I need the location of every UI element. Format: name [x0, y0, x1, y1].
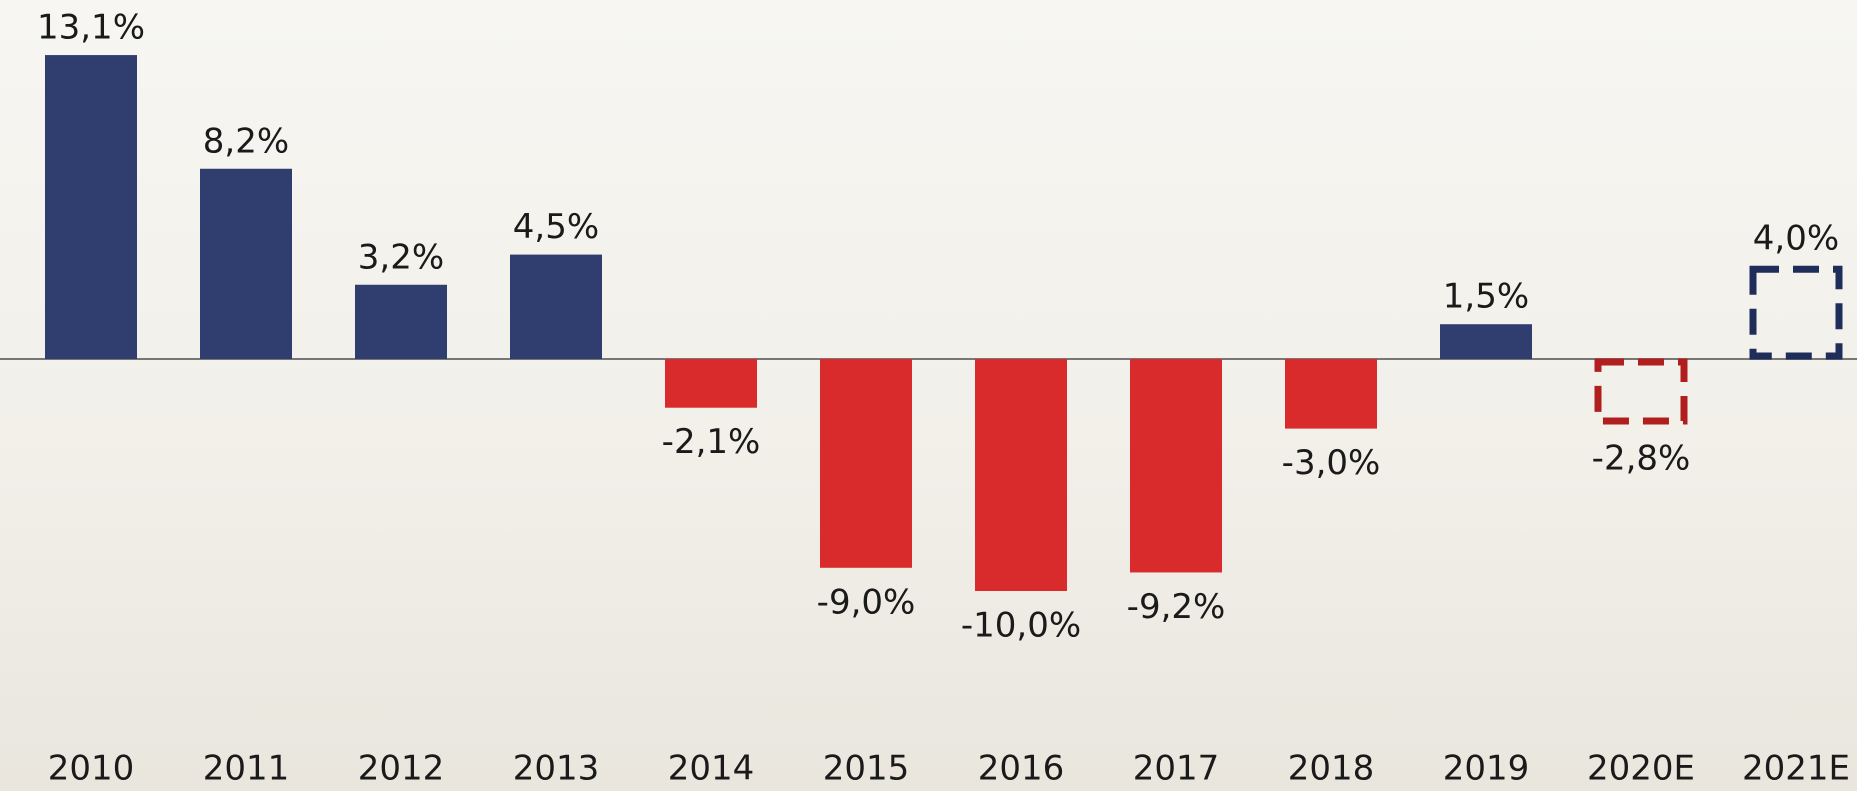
x-tick-label: 2019	[1443, 749, 1530, 789]
bar	[355, 285, 447, 359]
value-label: 3,2%	[358, 237, 444, 277]
value-label: -10,0%	[961, 606, 1081, 646]
bar	[1753, 269, 1839, 356]
x-tick-label: 2020E	[1587, 749, 1695, 789]
x-tick-label: 2016	[978, 749, 1065, 789]
x-tick-label: 2013	[513, 749, 600, 789]
bar	[1598, 362, 1684, 421]
bar	[665, 359, 757, 408]
x-tick-label: 2014	[668, 749, 755, 789]
chart: 2010 13,1% 2011 8,2% 2012 3,2% 2013 4,5% 2014 -2,…	[0, 0, 1857, 791]
bar	[975, 359, 1067, 591]
bar	[45, 55, 137, 359]
value-label: -3,0%	[1282, 443, 1381, 483]
x-tick-label: 2012	[358, 749, 445, 789]
bar	[1440, 324, 1532, 359]
value-label: -9,2%	[1127, 587, 1226, 627]
x-tick-label: 2010	[48, 749, 135, 789]
x-tick-label: 2021E	[1742, 749, 1850, 789]
value-label: 1,5%	[1443, 277, 1529, 317]
value-label: -9,0%	[817, 582, 916, 622]
x-tick-label: 2018	[1288, 749, 1375, 789]
value-label: 13,1%	[37, 8, 145, 48]
value-label: -2,8%	[1592, 438, 1691, 478]
value-label: 8,2%	[203, 121, 289, 161]
x-tick-label: 2011	[203, 749, 290, 789]
bar	[1285, 359, 1377, 429]
bar	[820, 359, 912, 568]
value-label: 4,5%	[513, 207, 599, 247]
bar	[200, 169, 292, 359]
bar	[1130, 359, 1222, 572]
x-tick-label: 2017	[1133, 749, 1220, 789]
bar	[510, 255, 602, 359]
value-label: -2,1%	[662, 422, 761, 462]
x-tick-label: 2015	[823, 749, 910, 789]
value-label: 4,0%	[1753, 219, 1839, 259]
